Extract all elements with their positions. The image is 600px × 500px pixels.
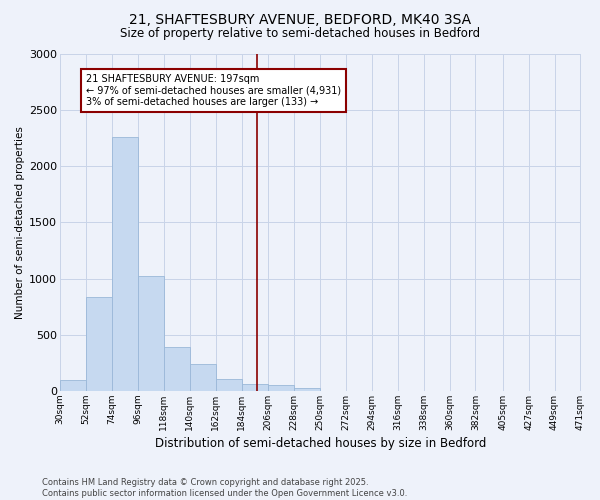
Bar xyxy=(60,380,86,391)
X-axis label: Distribution of semi-detached houses by size in Bedford: Distribution of semi-detached houses by … xyxy=(155,437,486,450)
Bar xyxy=(112,137,138,391)
Bar xyxy=(294,388,320,391)
Text: Size of property relative to semi-detached houses in Bedford: Size of property relative to semi-detach… xyxy=(120,28,480,40)
Bar xyxy=(190,364,216,391)
Bar xyxy=(164,346,190,391)
Y-axis label: Number of semi-detached properties: Number of semi-detached properties xyxy=(15,126,25,319)
Bar xyxy=(268,386,294,391)
Bar xyxy=(242,384,268,391)
Text: 21 SHAFTESBURY AVENUE: 197sqm
← 97% of semi-detached houses are smaller (4,931)
: 21 SHAFTESBURY AVENUE: 197sqm ← 97% of s… xyxy=(86,74,341,108)
Text: 21, SHAFTESBURY AVENUE, BEDFORD, MK40 3SA: 21, SHAFTESBURY AVENUE, BEDFORD, MK40 3S… xyxy=(129,12,471,26)
Text: Contains HM Land Registry data © Crown copyright and database right 2025.
Contai: Contains HM Land Registry data © Crown c… xyxy=(42,478,407,498)
Bar xyxy=(86,296,112,391)
Bar xyxy=(138,276,164,391)
Bar xyxy=(216,378,242,391)
